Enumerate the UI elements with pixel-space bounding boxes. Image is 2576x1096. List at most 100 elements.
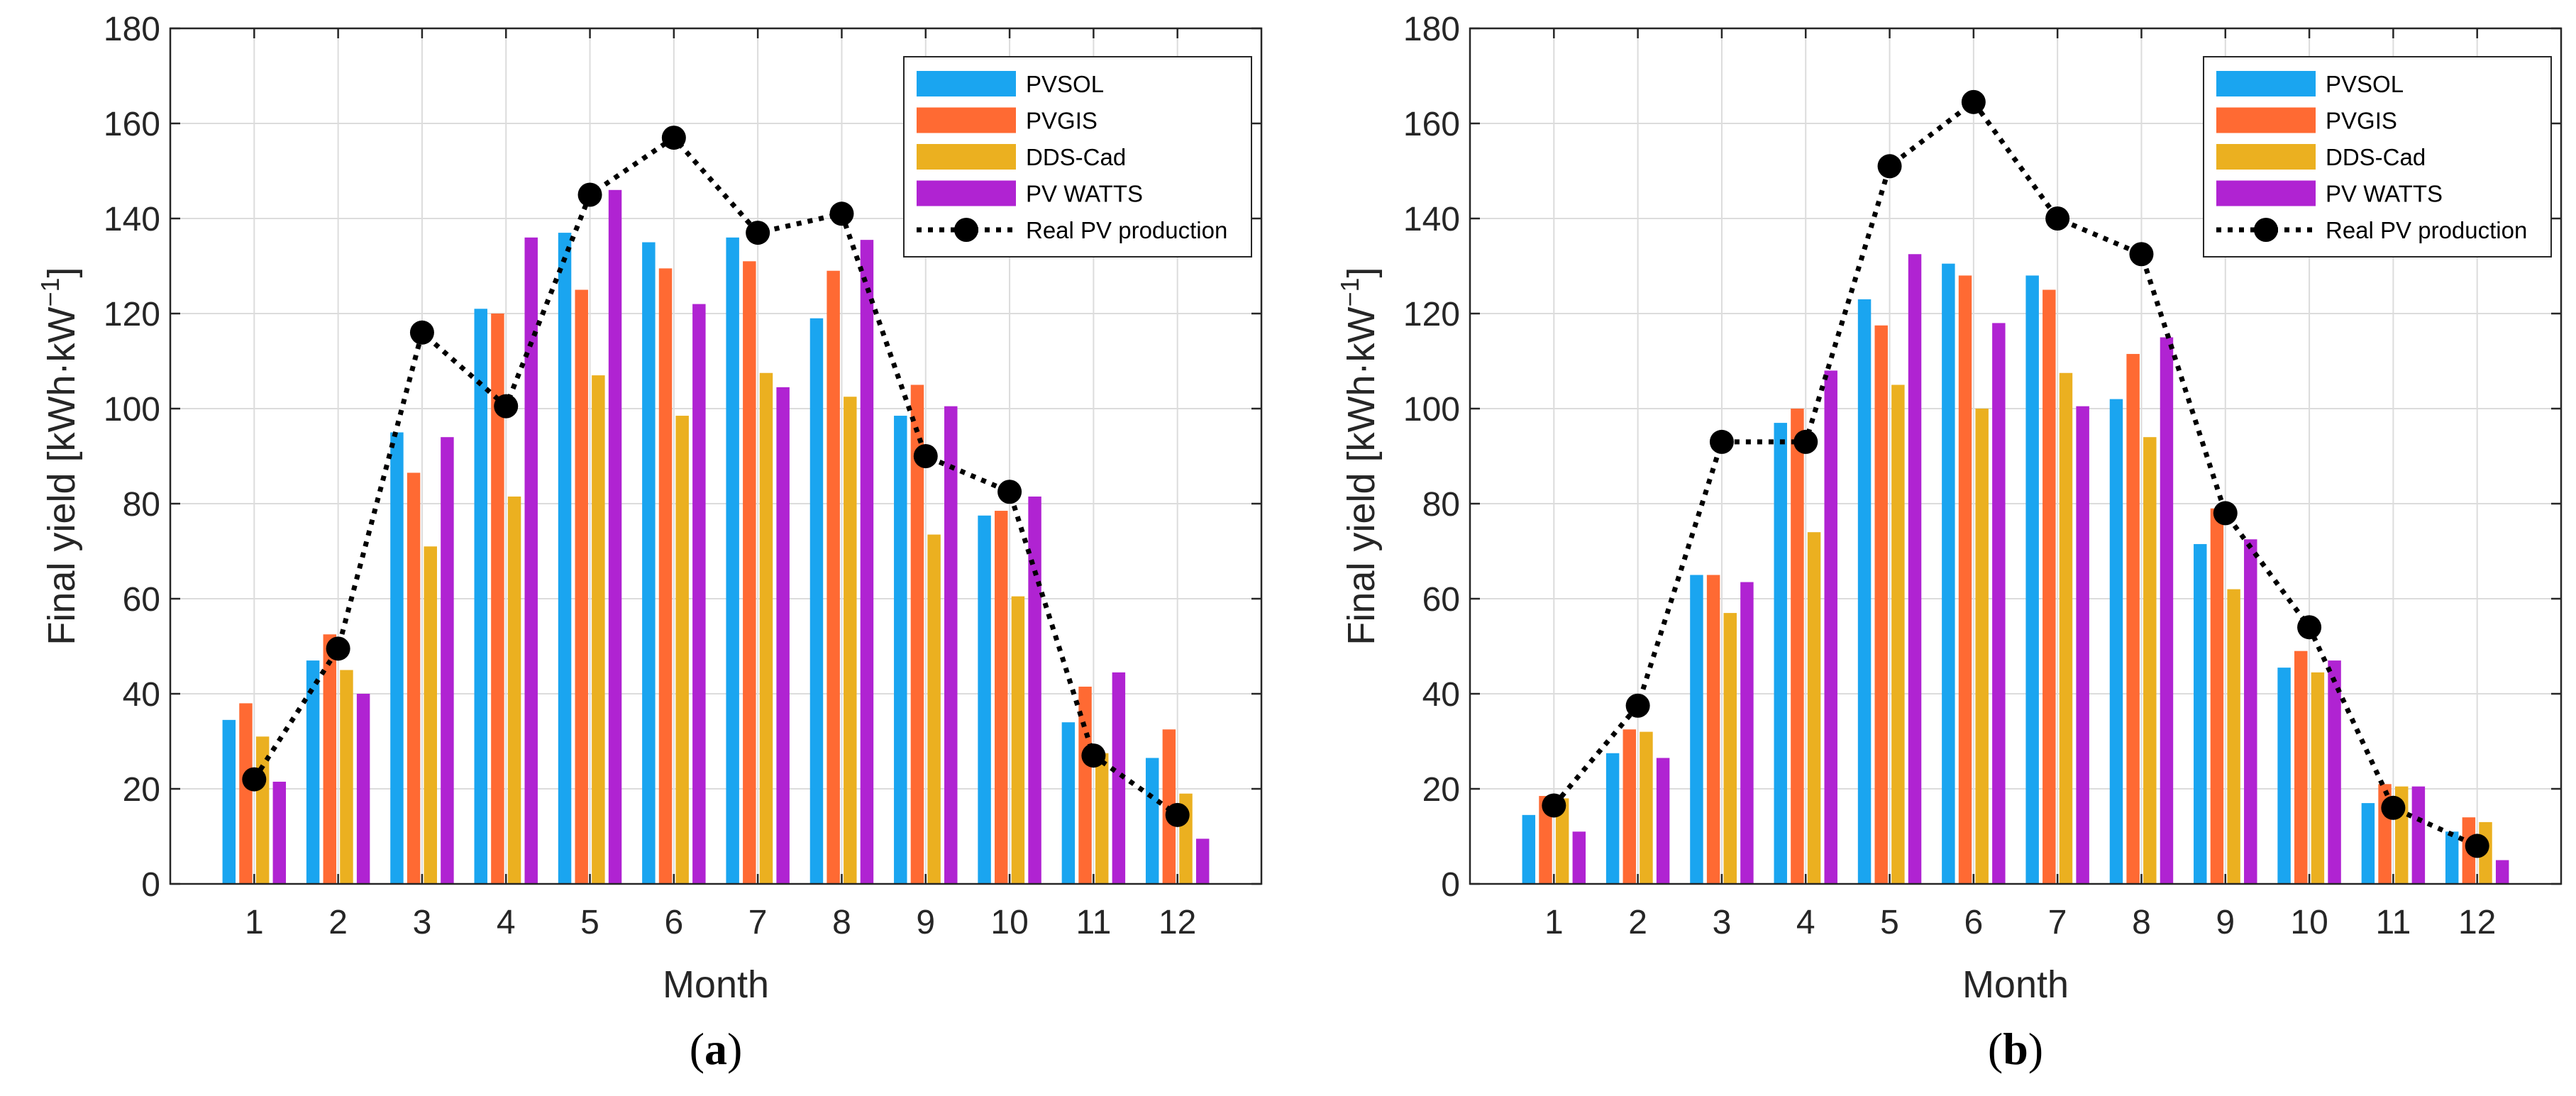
legend-swatch-pvgis	[2216, 107, 2316, 133]
x-tick-label: 10	[990, 904, 1028, 941]
marker-real-pv-month-7	[746, 221, 770, 245]
legend-marker-real-pv-production	[2254, 218, 2278, 242]
bar-pv-watts-month-1	[1572, 831, 1586, 884]
bar-pvgis-month-7	[2042, 289, 2056, 884]
y-tick-label: 60	[123, 581, 160, 619]
marker-real-pv-month-9	[2213, 501, 2238, 526]
bar-pvgis-month-11	[1078, 686, 1092, 884]
bar-dds-cad-month-3	[1723, 613, 1737, 884]
x-tick-label: 1	[1544, 904, 1564, 941]
x-tick-label: 1	[245, 904, 264, 941]
x-tick-label: 3	[1713, 904, 1732, 941]
bar-dds-cad-month-11	[1095, 753, 1109, 884]
panel-label-letter: b	[2003, 1024, 2028, 1074]
x-tick-label: 10	[2290, 904, 2328, 941]
panel-label-open: (	[690, 1024, 704, 1074]
legend: PVSOL PVGIS DDS-Cad PV WATTS Real PV product…	[2203, 56, 2552, 258]
marker-real-pv-month-6	[1961, 89, 1986, 114]
bar-pv-watts-month-3	[441, 437, 454, 884]
bar-pvgis-month-6	[1958, 275, 1972, 884]
bar-pvgis-month-3	[1706, 575, 1720, 884]
bar-pv-watts-month-3	[1740, 582, 1754, 884]
bar-pvsol-month-2	[306, 660, 320, 884]
marker-real-pv-month-4	[1793, 429, 1818, 454]
bar-dds-cad-month-5	[1891, 384, 1905, 884]
bar-pvgis-month-8	[827, 270, 840, 884]
legend-label-pvgis: PVGIS	[2326, 108, 2397, 134]
bar-pvsol-month-7	[726, 237, 739, 884]
legend-label-dds-cad: DDS-Cad	[1026, 144, 1126, 170]
y-tick-label: 180	[1403, 11, 1460, 48]
legend-label-pvgis: PVGIS	[1026, 108, 1098, 134]
x-tick-label: 2	[328, 904, 348, 941]
marker-real-pv-month-5	[577, 182, 602, 207]
y-tick-label: 120	[104, 296, 160, 333]
y-tick-label: 20	[1422, 771, 1460, 809]
panel-label-open: (	[1988, 1024, 2003, 1074]
x-tick-label: 6	[664, 904, 683, 941]
bar-pv-watts-month-4	[524, 237, 538, 884]
y-axis-title-sup: −1	[1335, 277, 1364, 306]
x-tick-label: 12	[2458, 904, 2496, 941]
y-axis-title-end: ]	[40, 267, 83, 277]
bar-dds-cad-month-2	[340, 670, 353, 884]
legend-swatch-dds-cad	[2216, 144, 2316, 170]
marker-real-pv-month-2	[326, 636, 350, 661]
y-tick-label: 0	[141, 866, 160, 904]
x-tick-label: 5	[580, 904, 599, 941]
bar-pv-watts-month-5	[608, 189, 622, 884]
legend-label-pv-watts: PV WATTS	[2326, 181, 2443, 207]
marker-real-pv-month-9	[913, 444, 938, 468]
bar-pvsol-month-5	[558, 233, 572, 885]
bar-pvgis-month-9	[910, 384, 924, 884]
x-tick-label: 11	[2375, 904, 2411, 941]
line-real-pv-production	[1552, 98, 2479, 848]
bar-pvsol-month-1	[1522, 814, 1536, 884]
marker-real-pv-month-2	[1625, 693, 1650, 718]
marker-real-pv-month-7	[2045, 206, 2070, 231]
x-tick-label: 7	[748, 904, 768, 941]
bar-pv-watts-month-5	[1908, 254, 1922, 884]
y-tick-label: 140	[104, 201, 160, 238]
bar-pvsol-month-9	[2194, 543, 2207, 884]
bar-dds-cad-month-9	[2227, 589, 2240, 884]
bar-pvsol-month-3	[1690, 575, 1703, 884]
bar-pv-watts-month-7	[776, 387, 790, 884]
bar-pvgis-month-2	[1623, 729, 1637, 884]
bar-pvsol-month-10	[2277, 668, 2291, 884]
marker-real-pv-month-6	[661, 126, 686, 150]
bar-pv-watts-month-6	[692, 304, 706, 885]
bar-pvsol-month-4	[474, 309, 487, 884]
bar-pv-watts-month-10	[1028, 496, 1041, 884]
panel-label-close: )	[727, 1024, 742, 1074]
bar-pvsol-month-5	[1857, 299, 1872, 884]
y-axis-title-main: Final yield [kWh·kW	[40, 306, 83, 645]
marker-real-pv-month-10	[997, 480, 1022, 504]
bar-dds-cad-month-6	[675, 416, 689, 884]
bar-dds-cad-month-2	[1640, 731, 1653, 884]
bar-dds-cad-month-4	[507, 496, 521, 884]
y-tick-label: 160	[104, 106, 160, 143]
marker-real-pv-month-8	[829, 201, 854, 226]
y-tick-label: 80	[1422, 486, 1460, 524]
bar-pv-watts-month-9	[944, 406, 958, 884]
bar-dds-cad-month-10	[2311, 672, 2325, 884]
bar-pvgis-month-6	[658, 268, 673, 885]
x-axis-title: Month	[663, 963, 769, 1006]
marker-real-pv-month-5	[1877, 154, 1902, 179]
bar-pvgis-month-5	[575, 289, 588, 884]
marker-real-pv-month-4	[494, 394, 519, 419]
bar-pvsol-month-4	[1774, 423, 1787, 884]
bar-pvsol-month-2	[1605, 753, 1620, 884]
y-axis-title-sup: −1	[35, 277, 65, 306]
marker-real-pv-month-12	[2465, 834, 2489, 858]
bar-pvgis-month-4	[1791, 409, 1804, 884]
bar-pv-watts-month-11	[2411, 786, 2426, 884]
x-tick-label: 9	[2216, 904, 2235, 941]
y-tick-label: 140	[1403, 201, 1460, 238]
y-tick-label: 60	[1422, 581, 1460, 619]
legend-swatch-dds-cad	[917, 144, 1016, 170]
panel-label-letter: a	[704, 1024, 727, 1074]
